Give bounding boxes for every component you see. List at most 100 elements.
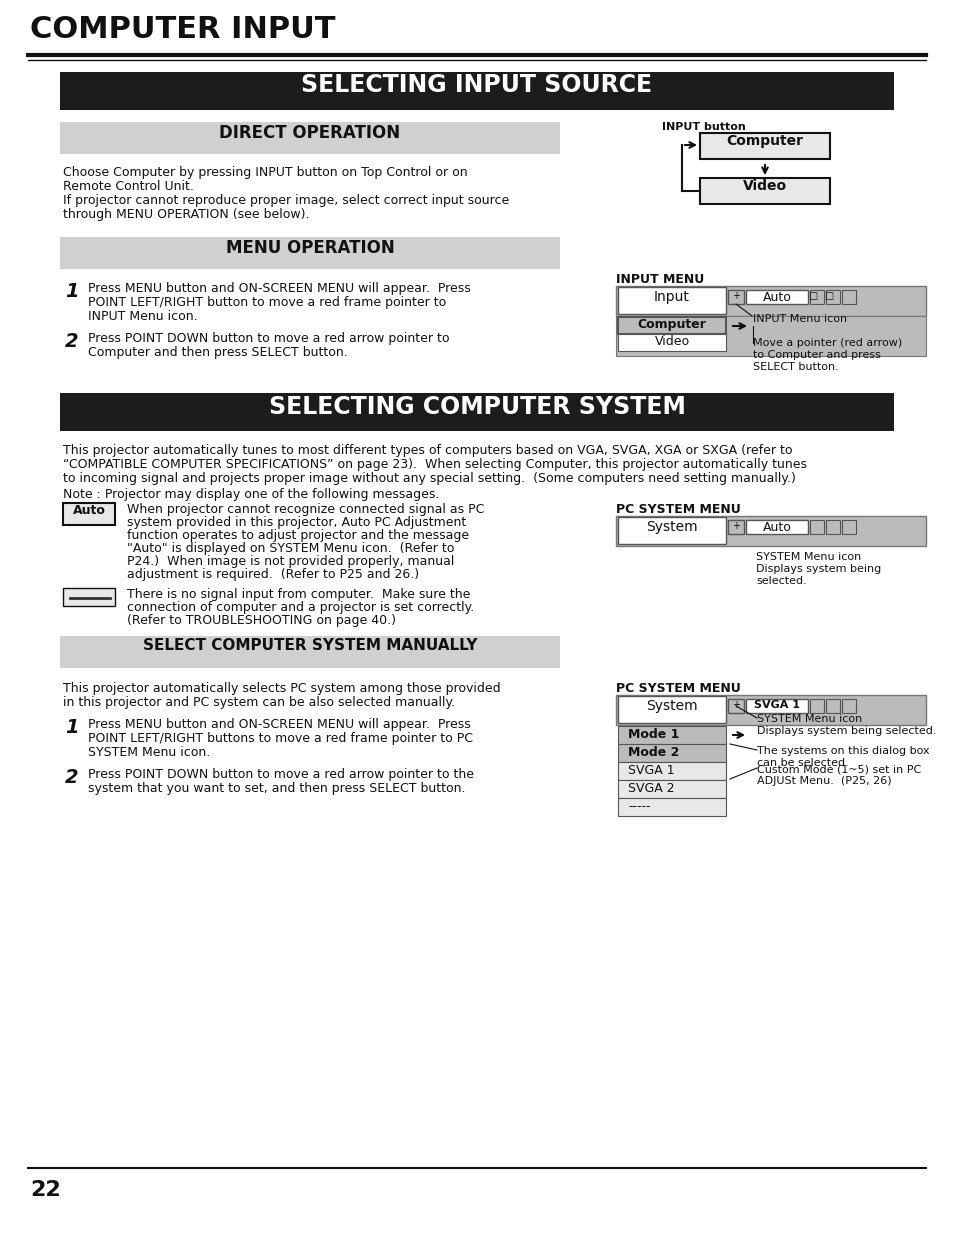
Text: Press MENU button and ON-SCREEN MENU will appear.  Press: Press MENU button and ON-SCREEN MENU wil… [88, 282, 470, 295]
Text: ADJUSt Menu.  (P25, 26): ADJUSt Menu. (P25, 26) [757, 776, 891, 785]
Text: Mode 2: Mode 2 [627, 746, 679, 760]
Text: SYSTEM Menu icon: SYSTEM Menu icon [755, 552, 861, 562]
Text: connection of computer and a projector is set correctly.: connection of computer and a projector i… [127, 601, 474, 614]
Text: Displays system being: Displays system being [755, 564, 881, 574]
Text: INPUT Menu icon: INPUT Menu icon [752, 314, 846, 324]
Text: SELECT button.: SELECT button. [752, 362, 838, 372]
Bar [616, 287, 925, 316]
Text: System: System [645, 699, 697, 713]
Text: (Refer to TROUBLESHOOTING on page 40.): (Refer to TROUBLESHOOTING on page 40.) [127, 614, 395, 627]
Bar [60, 122, 559, 154]
Bar [727, 520, 743, 534]
Text: There is no signal input from computer.  Make sure the: There is no signal input from computer. … [127, 588, 470, 601]
Bar [745, 520, 807, 534]
Text: Displays system being selected.: Displays system being selected. [757, 726, 936, 736]
Text: to Computer and press: to Computer and press [752, 350, 880, 359]
Text: SVGA 1: SVGA 1 [627, 764, 674, 777]
Text: PC SYSTEM MENU: PC SYSTEM MENU [616, 682, 740, 695]
Bar [618, 317, 725, 333]
Bar [618, 743, 725, 762]
Text: Press POINT DOWN button to move a red arrow pointer to the: Press POINT DOWN button to move a red ar… [88, 768, 474, 781]
Text: SYSTEM Menu icon.: SYSTEM Menu icon. [88, 746, 210, 760]
Text: to incoming signal and projects proper image without any special setting.  (Some: to incoming signal and projects proper i… [63, 472, 795, 485]
Text: □: □ [823, 291, 833, 301]
Text: “COMPATIBLE COMPUTER SPECIFICATIONS” on page 23).  When selecting Computer, this: “COMPATIBLE COMPUTER SPECIFICATIONS” on … [63, 458, 806, 471]
Bar [618, 333, 725, 351]
Text: 22: 22 [30, 1179, 61, 1200]
Text: Remote Control Unit.: Remote Control Unit. [63, 180, 193, 193]
Text: If projector cannot reproduce proper image, select correct input source: If projector cannot reproduce proper ima… [63, 194, 509, 207]
Text: When projector cannot recognize connected signal as PC: When projector cannot recognize connecte… [127, 503, 484, 516]
Text: SVGA 1: SVGA 1 [753, 700, 800, 710]
Text: SELECT COMPUTER SYSTEM MANUALLY: SELECT COMPUTER SYSTEM MANUALLY [143, 638, 476, 653]
Bar [616, 316, 925, 356]
Bar [841, 520, 855, 534]
Bar [745, 699, 807, 713]
Text: +: + [731, 700, 740, 710]
Text: Choose Computer by pressing INPUT button on Top Control or on: Choose Computer by pressing INPUT button… [63, 165, 467, 179]
Bar [618, 798, 725, 816]
Text: in this projector and PC system can be also selected manually.: in this projector and PC system can be a… [63, 697, 455, 709]
Text: COMPUTER INPUT: COMPUTER INPUT [30, 15, 335, 44]
Text: Auto: Auto [72, 504, 106, 517]
Bar [60, 636, 559, 668]
Text: INPUT Menu icon.: INPUT Menu icon. [88, 310, 197, 324]
Text: 1: 1 [65, 718, 78, 737]
Text: "Auto" is displayed on SYSTEM Menu icon.  (Refer to: "Auto" is displayed on SYSTEM Menu icon.… [127, 542, 454, 555]
Bar [618, 781, 725, 798]
Bar [727, 699, 743, 713]
Text: □: □ [807, 291, 817, 301]
Text: 1: 1 [65, 282, 78, 301]
Bar [616, 516, 925, 546]
Text: Computer: Computer [726, 135, 802, 148]
Text: This projector automatically tunes to most different types of computers based on: This projector automatically tunes to mo… [63, 445, 792, 457]
Text: Computer: Computer [637, 317, 706, 331]
Bar [700, 133, 829, 159]
Text: POINT LEFT/RIGHT buttons to move a red frame pointer to PC: POINT LEFT/RIGHT buttons to move a red f… [88, 732, 473, 745]
Bar [618, 762, 725, 781]
Bar [809, 520, 823, 534]
Text: can be selected.: can be selected. [757, 758, 848, 768]
Text: system provided in this projector, Auto PC Adjustment: system provided in this projector, Auto … [127, 516, 466, 529]
Text: Auto: Auto [761, 291, 791, 304]
Text: The systems on this dialog box: The systems on this dialog box [757, 746, 928, 756]
Text: System: System [645, 520, 697, 534]
Text: P24.)  When image is not provided properly, manual: P24.) When image is not provided properl… [127, 555, 454, 568]
Bar [825, 290, 840, 304]
Text: Mode 1: Mode 1 [627, 727, 679, 741]
Text: Move a pointer (red arrow): Move a pointer (red arrow) [752, 338, 902, 348]
Text: +: + [731, 291, 740, 301]
Text: MENU OPERATION: MENU OPERATION [226, 240, 394, 257]
Text: through MENU OPERATION (see below).: through MENU OPERATION (see below). [63, 207, 309, 221]
Text: +: + [731, 521, 740, 531]
Bar [809, 290, 823, 304]
Bar [60, 72, 893, 110]
Bar [618, 697, 725, 722]
Text: DIRECT OPERATION: DIRECT OPERATION [219, 124, 400, 142]
Bar [618, 517, 725, 543]
Text: Input: Input [654, 290, 689, 304]
Bar [616, 695, 925, 725]
Text: Auto: Auto [761, 521, 791, 534]
Text: function operates to adjust projector and the message: function operates to adjust projector an… [127, 529, 469, 542]
Text: 2: 2 [65, 332, 78, 351]
Text: SELECTING COMPUTER SYSTEM: SELECTING COMPUTER SYSTEM [269, 395, 684, 419]
Text: Press MENU button and ON-SCREEN MENU will appear.  Press: Press MENU button and ON-SCREEN MENU wil… [88, 718, 470, 731]
Bar [825, 699, 840, 713]
Text: INPUT MENU: INPUT MENU [616, 273, 703, 287]
Text: 2: 2 [65, 768, 78, 787]
Text: system that you want to set, and then press SELECT button.: system that you want to set, and then pr… [88, 782, 465, 795]
Text: SVGA 2: SVGA 2 [627, 782, 674, 795]
Bar [825, 520, 840, 534]
Text: selected.: selected. [755, 576, 806, 585]
Text: -----: ----- [627, 800, 650, 813]
Text: Video: Video [742, 179, 786, 193]
Text: Note : Projector may display one of the following messages.: Note : Projector may display one of the … [63, 488, 439, 501]
Text: Custom Mode (1~5) set in PC: Custom Mode (1~5) set in PC [757, 764, 921, 774]
Bar [841, 290, 855, 304]
Bar [60, 237, 559, 269]
Bar [700, 178, 829, 204]
Bar [809, 699, 823, 713]
Bar [60, 393, 893, 431]
Bar [745, 290, 807, 304]
